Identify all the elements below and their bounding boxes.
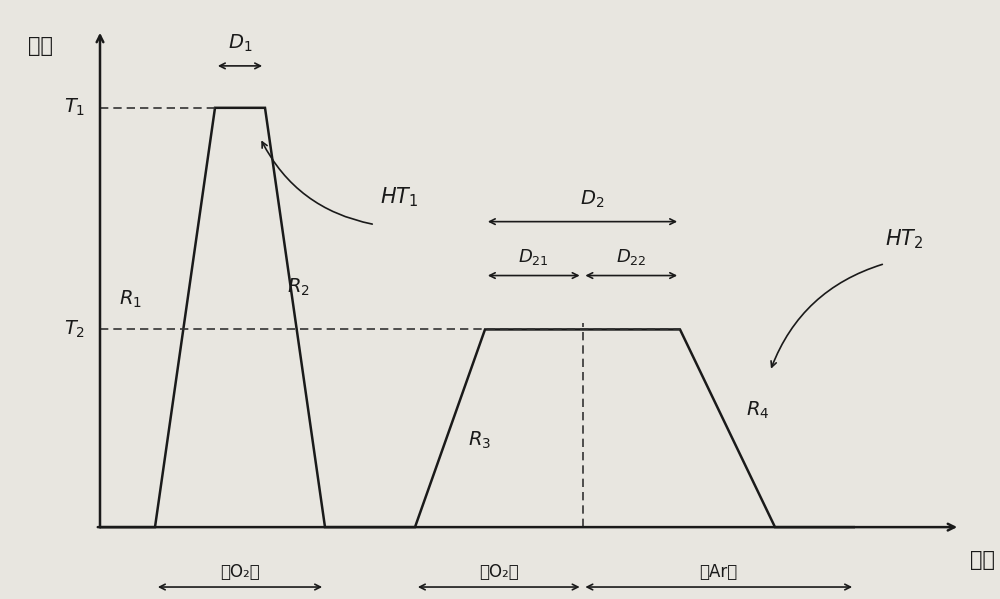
Text: $D_{22}$: $D_{22}$ [616,247,647,267]
Text: 时间: 时间 [970,550,995,570]
Text: $D_2$: $D_2$ [580,188,605,210]
Text: 在O₂中: 在O₂中 [479,563,519,581]
Text: $R_3$: $R_3$ [468,429,492,451]
Text: $T_2$: $T_2$ [64,319,85,340]
Text: $D_1$: $D_1$ [228,32,252,54]
Text: $R_1$: $R_1$ [119,289,141,310]
Text: 在Ar中: 在Ar中 [700,563,738,581]
Text: $HT_2$: $HT_2$ [885,228,923,252]
Text: $T_1$: $T_1$ [64,97,85,119]
Text: $D_{21}$: $D_{21}$ [518,247,549,267]
Text: 温度: 温度 [28,36,53,56]
Text: $HT_1$: $HT_1$ [380,186,418,210]
Text: $R_4$: $R_4$ [746,400,769,421]
Text: $R_2$: $R_2$ [287,277,310,298]
Text: 在O₂中: 在O₂中 [220,563,260,581]
